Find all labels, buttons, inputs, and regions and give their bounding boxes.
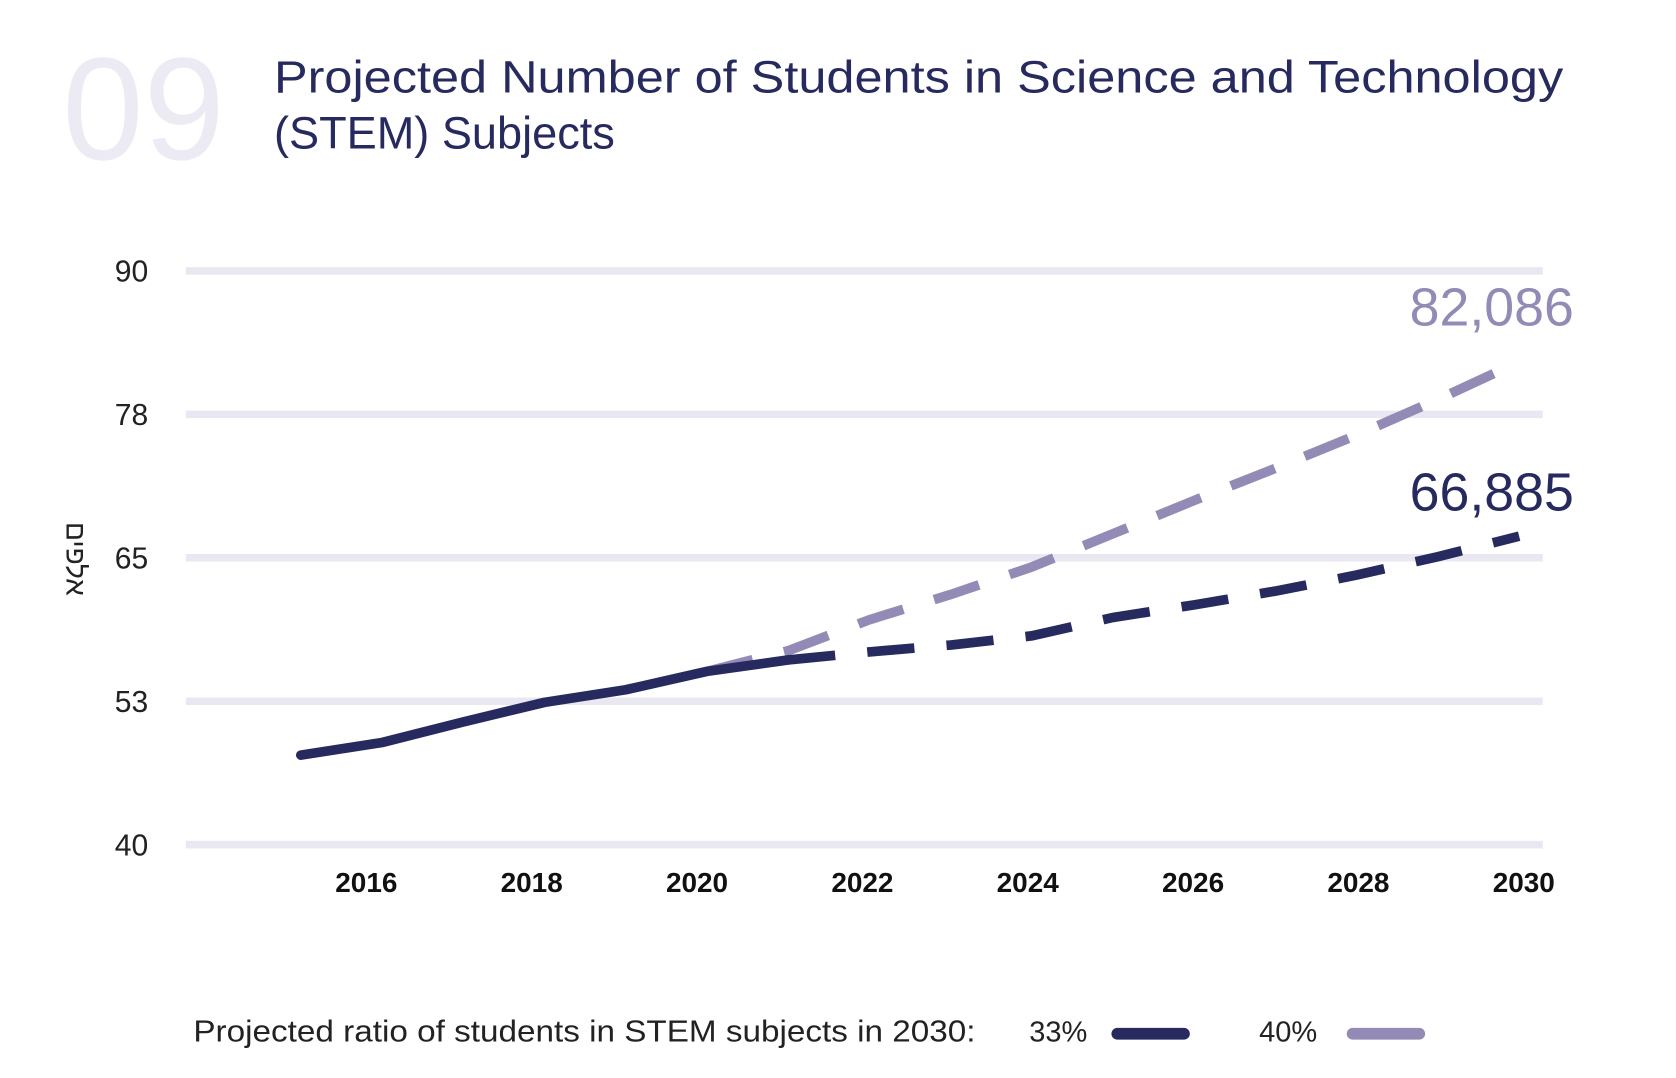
chart-title-line1: Projected Number of Students in Science …	[274, 52, 1564, 103]
x-tick-label: 2026	[1162, 867, 1224, 898]
legend: Projected ratio of students in STEM subj…	[193, 1015, 1426, 1048]
chart-title-line2: (STEM) Subjects	[274, 107, 615, 158]
series-line-33-projection	[787, 531, 1521, 665]
end-label-33: 66,885	[1410, 463, 1574, 523]
x-tick-label: 2022	[831, 867, 893, 898]
x-tick-label: 2016	[335, 867, 397, 898]
end-labels: 82,086 66,885	[1410, 278, 1574, 523]
gridlines	[185, 267, 1543, 849]
end-label-40: 82,086	[1410, 278, 1574, 338]
x-tick-label: 2028	[1327, 867, 1389, 898]
section-number: 09	[62, 27, 225, 190]
legend-label-40: 40%	[1259, 1016, 1317, 1048]
y-axis-ticks: 90 78 65 53 40	[115, 256, 148, 863]
x-tick-label: 2024	[997, 867, 1060, 898]
x-tick-label: 2018	[501, 867, 563, 898]
series-lines	[295, 357, 1522, 760]
y-axis-label: אלפים	[61, 522, 92, 596]
y-tick-label: 78	[115, 399, 148, 432]
x-tick-label: 2030	[1493, 867, 1555, 898]
y-tick-label: 53	[115, 686, 148, 719]
legend-title: Projected ratio of students in STEM subj…	[193, 1015, 975, 1048]
series-line-40-projection	[705, 357, 1522, 677]
x-tick-label: 2020	[666, 867, 728, 898]
series-line-33-actual	[295, 655, 793, 760]
x-axis-ticks: 2016 2018 2020 2022 2024 2026 2028 2030	[335, 867, 1555, 898]
y-tick-label: 90	[115, 256, 148, 289]
y-tick-label: 40	[115, 829, 148, 862]
y-tick-label: 65	[115, 543, 148, 576]
legend-label-33: 33%	[1029, 1016, 1087, 1048]
